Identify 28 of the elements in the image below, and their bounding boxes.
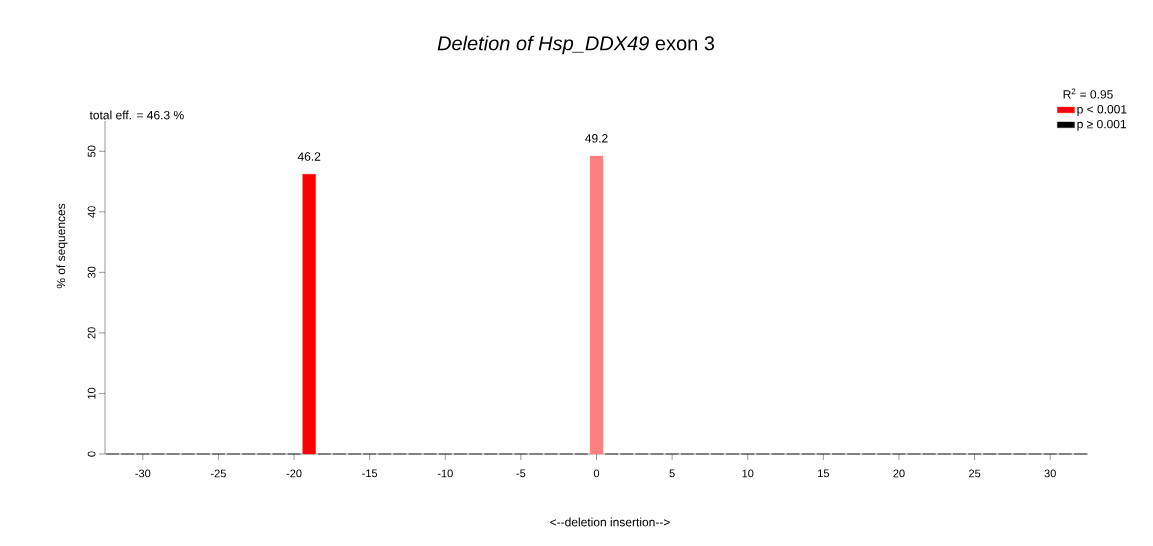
- x-tick-label: -30: [135, 469, 151, 478]
- y-tick-label: 20: [87, 327, 96, 339]
- x-tick-label: -20: [286, 469, 302, 478]
- x-tick-label: 0: [593, 469, 600, 478]
- y-axis-title: % of sequences: [56, 203, 68, 289]
- x-tick-label: -10: [437, 469, 453, 478]
- x-axis-title: <--deletion insertion-->: [550, 517, 670, 527]
- y-tick-label: 50: [87, 145, 96, 157]
- y-tick-label: 40: [87, 206, 96, 218]
- legend-label: p ≥ 0.001: [1077, 119, 1127, 131]
- x-tick-label: 15: [818, 469, 829, 478]
- x-tick-label: 10: [742, 469, 754, 478]
- x-tick-label: -5: [516, 469, 526, 478]
- legend-title: R$^{2}$ = 0.95: [1063, 88, 1113, 99]
- legend-label: p < 0.001: [1077, 105, 1127, 116]
- y-tick-label: 30: [87, 266, 96, 279]
- y-tick-label: 0: [87, 451, 96, 457]
- x-tick-label: 30: [1044, 469, 1056, 478]
- y-tick-label: 10: [87, 387, 96, 399]
- text: total eff. = 46.3 %: [89, 110, 184, 120]
- x-tick-label: -25: [210, 469, 226, 478]
- data-label: 49.2: [585, 134, 608, 143]
- x-tick-label: -15: [362, 469, 378, 478]
- data-label: 46.2: [297, 152, 321, 161]
- x-tick-label: 25: [969, 469, 981, 478]
- chart-title: Deletion of Hsp_DDX49 exon 3: [437, 35, 715, 55]
- x-tick-label: 5: [669, 469, 675, 478]
- x-tick-label: 20: [893, 469, 905, 478]
